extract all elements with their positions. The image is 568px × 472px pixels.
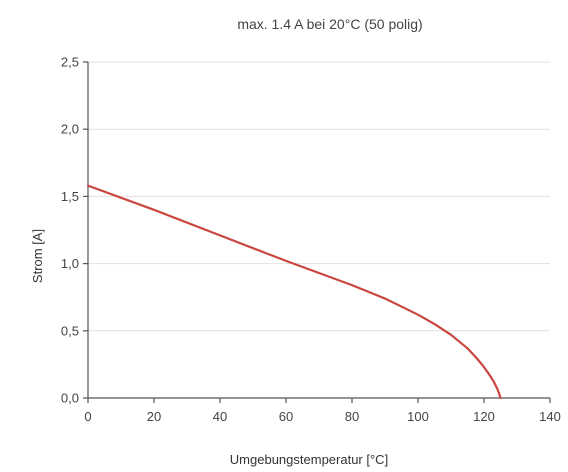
x-tick-label: 40 xyxy=(213,409,227,424)
x-tick-label: 80 xyxy=(345,409,359,424)
x-tick-label: 120 xyxy=(473,409,495,424)
y-tick-label: 0,0 xyxy=(61,391,79,406)
series-line xyxy=(86,184,502,400)
y-tick-label: 1,5 xyxy=(61,189,79,204)
x-axis-title: Umgebungstemperatur [°C] xyxy=(230,452,388,467)
chart-title: max. 1.4 A bei 20°C (50 polig) xyxy=(237,16,422,32)
x-tick-label: 140 xyxy=(539,409,561,424)
y-tick-label: 2,5 xyxy=(61,55,79,70)
grid xyxy=(88,61,550,332)
x-tick-label: 0 xyxy=(84,409,91,424)
y-tick-label: 0,5 xyxy=(61,323,79,338)
y-tick-label: 1,0 xyxy=(61,256,79,271)
axes xyxy=(87,62,550,399)
x-axis-ticks: 0 20 40 60 80 100 120 140 xyxy=(84,398,561,424)
x-tick-label: 60 xyxy=(279,409,293,424)
x-tick-label: 20 xyxy=(147,409,161,424)
x-tick-label: 100 xyxy=(407,409,429,424)
y-axis-ticks: 0,0 0,5 1,0 1,5 2,0 2,5 xyxy=(61,55,88,406)
series-group xyxy=(86,184,502,400)
y-axis-title: Strom [A] xyxy=(30,229,45,283)
y-tick-label: 2,0 xyxy=(61,122,79,137)
